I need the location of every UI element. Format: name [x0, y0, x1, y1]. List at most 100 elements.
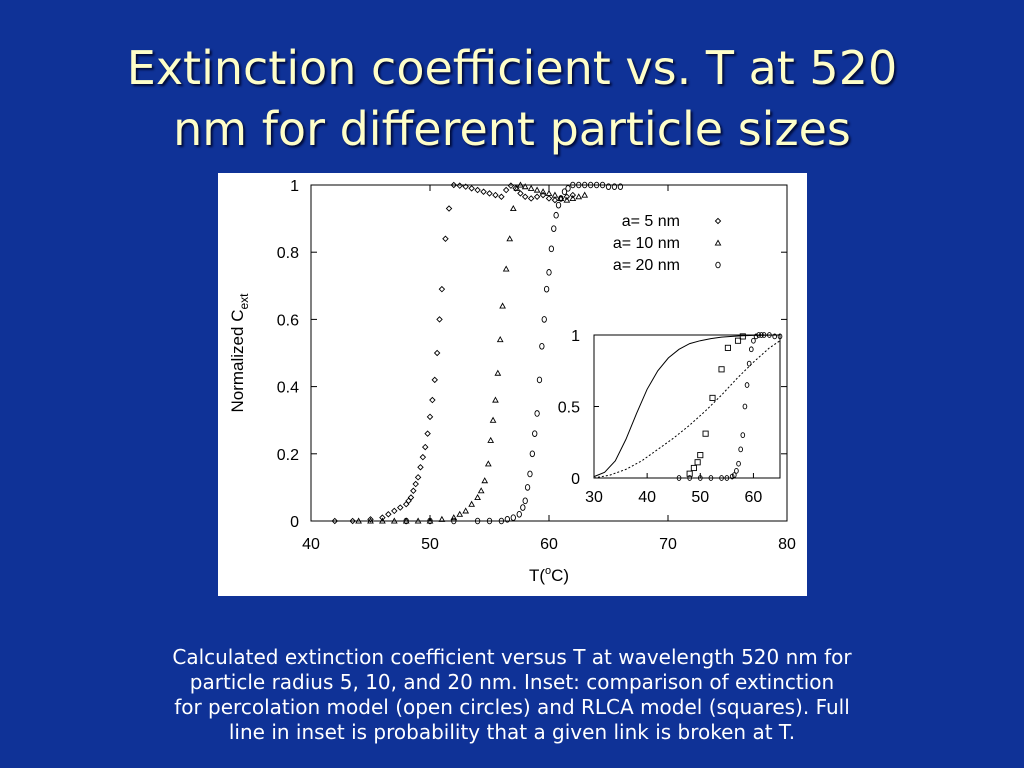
data-point-circle [504, 516, 511, 523]
data-point-diamond [507, 182, 515, 189]
data-point-triangle [513, 184, 521, 191]
data-point-circle [587, 181, 594, 189]
inset-point-square [739, 333, 746, 340]
y-tick-label: 0.8 [277, 245, 299, 262]
data-point-circle [524, 484, 531, 491]
data-point-triangle [462, 507, 470, 514]
data-point-diamond [545, 195, 553, 202]
legend-marker-triangle [714, 239, 722, 246]
data-point-triangle [438, 515, 446, 522]
data-point-diamond [533, 193, 541, 200]
data-point-triangle [509, 204, 517, 212]
inset-axis-ticks: 30 40 50 60 0 0.5 1 [558, 328, 763, 506]
data-point-triangle [539, 188, 547, 195]
data-point-triangle [575, 193, 583, 200]
data-point-triangle [492, 396, 499, 403]
caption-line: for percolation model (open circles) and… [174, 695, 850, 719]
data-point-circle [611, 183, 618, 190]
main-series-group [331, 181, 624, 525]
data-point-diamond [502, 186, 510, 194]
x-tick-label: 60 [540, 536, 558, 553]
chart-svg: 40 50 60 70 80 0 0.2 0.4 0.6 0.8 1 T(oC) Normalize… [228, 178, 796, 585]
data-point-diamond [474, 186, 481, 194]
data-point-circle [555, 201, 562, 209]
data-point-circle [605, 183, 612, 190]
data-point-triangle [355, 517, 362, 524]
data-point-triangle [450, 514, 458, 521]
inset-x-tick-label: 50 [691, 489, 709, 506]
data-point-triangle [496, 336, 504, 343]
inset-line-solid [593, 334, 781, 478]
data-point-triangle [426, 517, 434, 524]
data-point-circle [529, 450, 536, 458]
data-point-diamond [407, 494, 415, 501]
data-point-diamond [527, 195, 535, 202]
inset-point-circle [724, 475, 730, 481]
data-point-triangle [551, 191, 559, 198]
data-point-triangle [521, 183, 529, 190]
data-point-diamond [468, 185, 475, 192]
data-point-triangle [379, 517, 386, 524]
slide-title-line: nm for different particle sizes [173, 102, 851, 156]
inset-x-tick-label: 40 [638, 489, 656, 506]
y-tick-label: 0.4 [277, 380, 299, 397]
series-triangle [355, 181, 589, 524]
data-point-circle [617, 183, 624, 190]
data-point-circle [553, 211, 559, 219]
data-point-circle [543, 285, 550, 293]
inset-point-circle [742, 403, 748, 410]
data-point-circle [536, 376, 543, 384]
inset-point-circle [772, 333, 778, 340]
inset-point-circle [697, 475, 703, 481]
legend-marker-circle [715, 261, 721, 269]
inset-series-circle [676, 332, 783, 481]
inset-x-tick-label: 30 [585, 489, 603, 506]
data-point-circle [403, 517, 409, 525]
data-point-triangle [517, 181, 524, 188]
legend-label: a= 20 nm [613, 257, 680, 274]
chart-legend: a= 5 nm a= 10 nm a= 20 nm [613, 213, 722, 274]
inset-line-dotted [593, 340, 781, 479]
inset-point-circle [753, 333, 759, 340]
data-point-circle [541, 316, 547, 323]
x-tick-label: 50 [421, 536, 439, 553]
data-point-circle [498, 517, 505, 525]
data-point-circle [546, 269, 552, 276]
data-point-triangle [499, 302, 506, 309]
inset-y-tick-label: 1 [571, 328, 580, 345]
inset-point-square [709, 394, 716, 401]
data-point-triangle [390, 517, 398, 524]
data-point-circle [548, 245, 555, 253]
inset-point-circle [746, 360, 752, 367]
inset-y-tick-label: 0 [571, 471, 580, 488]
x-tick-label: 40 [302, 536, 320, 553]
inset-point-circle [708, 475, 714, 481]
caption-line: line in inset is probability that a give… [228, 720, 796, 744]
data-point-diamond [442, 235, 449, 242]
data-point-circle [527, 470, 533, 478]
data-point-diamond [349, 517, 356, 525]
data-point-diamond [436, 316, 443, 323]
data-point-circle [510, 514, 516, 521]
inset-point-circle [751, 337, 756, 344]
inset-point-circle [777, 333, 783, 340]
data-point-diamond [417, 464, 424, 471]
inset-x-tick-label: 60 [745, 489, 763, 506]
legend-label: a= 10 nm [613, 235, 680, 252]
y-tick-label: 0.6 [277, 312, 299, 329]
data-point-diamond [462, 183, 469, 190]
slide-title-line: Extinction coefficient vs. T at 520 [126, 41, 898, 95]
data-point-triangle [367, 517, 374, 524]
data-point-circle [593, 181, 600, 189]
data-point-diamond [412, 480, 419, 488]
data-point-diamond [486, 190, 493, 197]
inset-point-square [734, 337, 742, 344]
data-point-diamond [426, 413, 434, 421]
x-axis-label-sup: o [545, 565, 551, 577]
inset-point-square [690, 464, 697, 472]
legend-marker-diamond [714, 217, 722, 225]
data-point-circle [534, 410, 540, 417]
data-point-circle [520, 504, 526, 511]
inset-point-circle [719, 475, 724, 481]
main-axis-ticks: 40 50 60 70 80 0 0.2 0.4 0.6 0.8 1 [277, 178, 796, 553]
